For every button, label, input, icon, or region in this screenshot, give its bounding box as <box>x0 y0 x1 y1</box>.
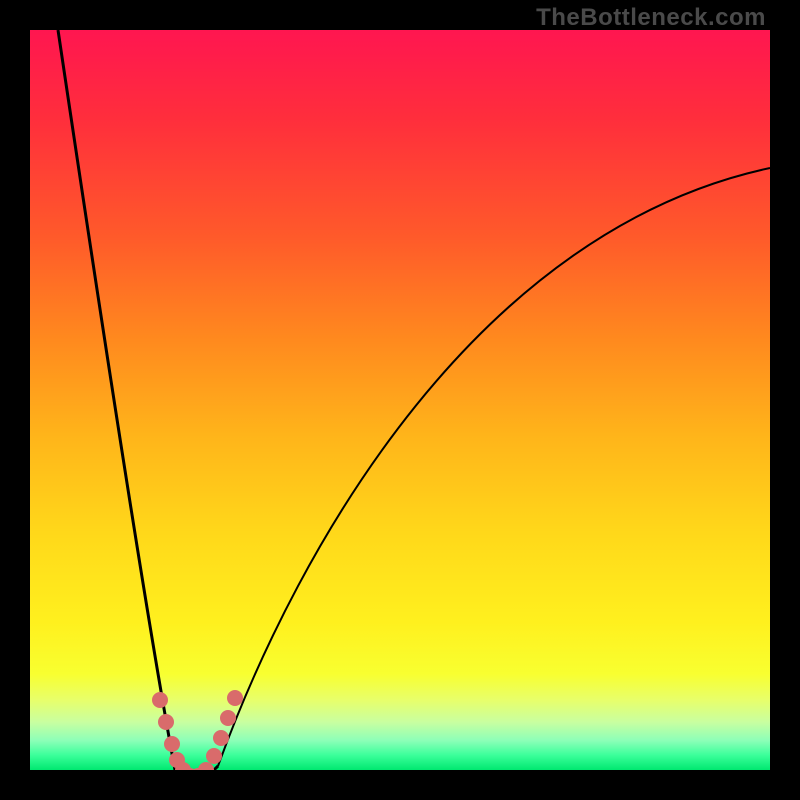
gradient-background <box>0 0 800 800</box>
frame-left <box>0 0 30 800</box>
frame-right <box>770 0 800 800</box>
watermark-label: TheBottleneck.com <box>536 4 766 32</box>
chart-root: TheBottleneck.com <box>0 0 800 800</box>
frame-bottom <box>0 770 800 800</box>
